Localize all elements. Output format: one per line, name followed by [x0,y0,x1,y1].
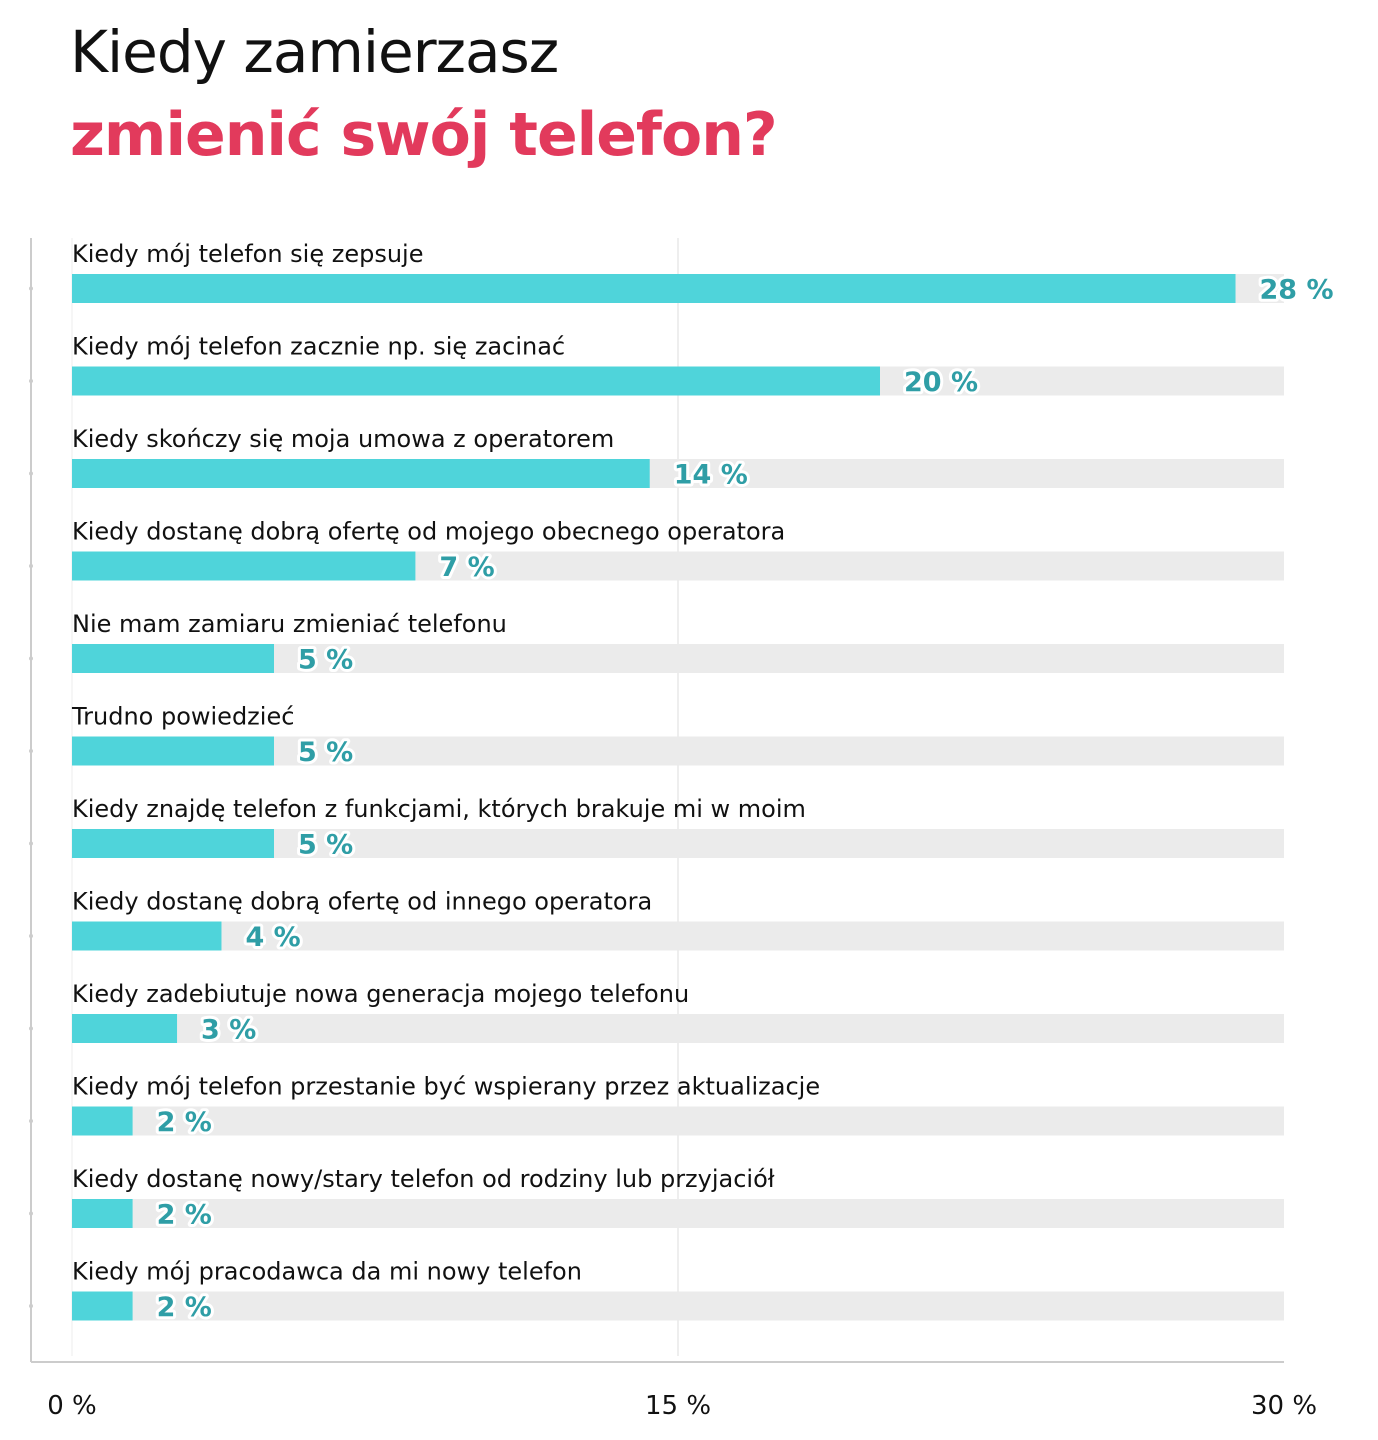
bar [72,551,416,581]
bar [72,1291,133,1321]
category-label: Trudno powiedzieć [71,703,294,731]
chart-title-line2: zmienić swój telefon? [70,100,778,170]
value-label: 5 % [298,830,353,861]
x-tick-label: 0 % [47,1391,97,1421]
category-label: Kiedy mój telefon się zepsuje [72,240,424,268]
grid-layer [71,238,679,1356]
bar-track [72,1106,1284,1136]
x-tick-label: 15 % [645,1391,711,1421]
category-label: Kiedy mój telefon zacznie np. się zacina… [72,333,565,361]
value-label: 20 % [904,367,978,398]
value-label: 4 % [245,922,300,953]
category-label: Kiedy zadebiutuje nowa generacja mojego … [72,980,689,1008]
bar [72,921,222,951]
category-label: Kiedy mój pracodawca da mi nowy telefon [72,1258,582,1286]
bar [72,274,1236,303]
bar [72,1014,178,1043]
bar [72,459,650,488]
bar [72,1106,133,1136]
category-label: Kiedy znajdę telefon z funkcjami, któryc… [72,795,806,823]
category-label: Kiedy mój telefon przestanie być wspiera… [72,1073,820,1101]
chart-title-line1: Kiedy zamierzasz [70,18,559,86]
value-label: 28 % [1260,275,1334,306]
bar-track [72,921,1284,951]
value-label: 5 % [298,737,353,768]
axis-layer: 0 % 15 % 30 % [29,238,1317,1421]
bar-track [72,1291,1284,1321]
bar [72,366,880,396]
bar [72,1199,133,1228]
category-label: Kiedy dostanę nowy/stary telefon od rodz… [72,1165,775,1193]
bar [72,644,274,673]
bar [72,829,274,858]
value-label: 7 % [439,552,494,583]
bars-layer [72,274,1284,1321]
category-label: Kiedy dostanę dobrą ofertę od innego ope… [72,888,652,916]
value-label: 2 % [157,1200,212,1231]
category-label: Kiedy skończy się moja umowa z operatore… [72,425,614,453]
bar-track [72,1199,1284,1228]
value-label: 3 % [201,1015,256,1046]
value-label: 5 % [298,645,353,676]
category-label: Kiedy dostanę dobrą ofertę od mojego obe… [72,518,785,546]
labels-layer: Kiedy mój telefon się zepsuje 28 % Kiedy m… [71,240,1337,1326]
value-label: 2 % [157,1107,212,1138]
x-tick-label: 30 % [1251,1391,1317,1421]
value-label: 14 % [674,460,748,491]
bar-track [72,1014,1284,1043]
value-label: 2 % [157,1292,212,1323]
category-label: Nie mam zamiaru zmieniać telefonu [72,610,507,638]
bar [72,736,274,766]
